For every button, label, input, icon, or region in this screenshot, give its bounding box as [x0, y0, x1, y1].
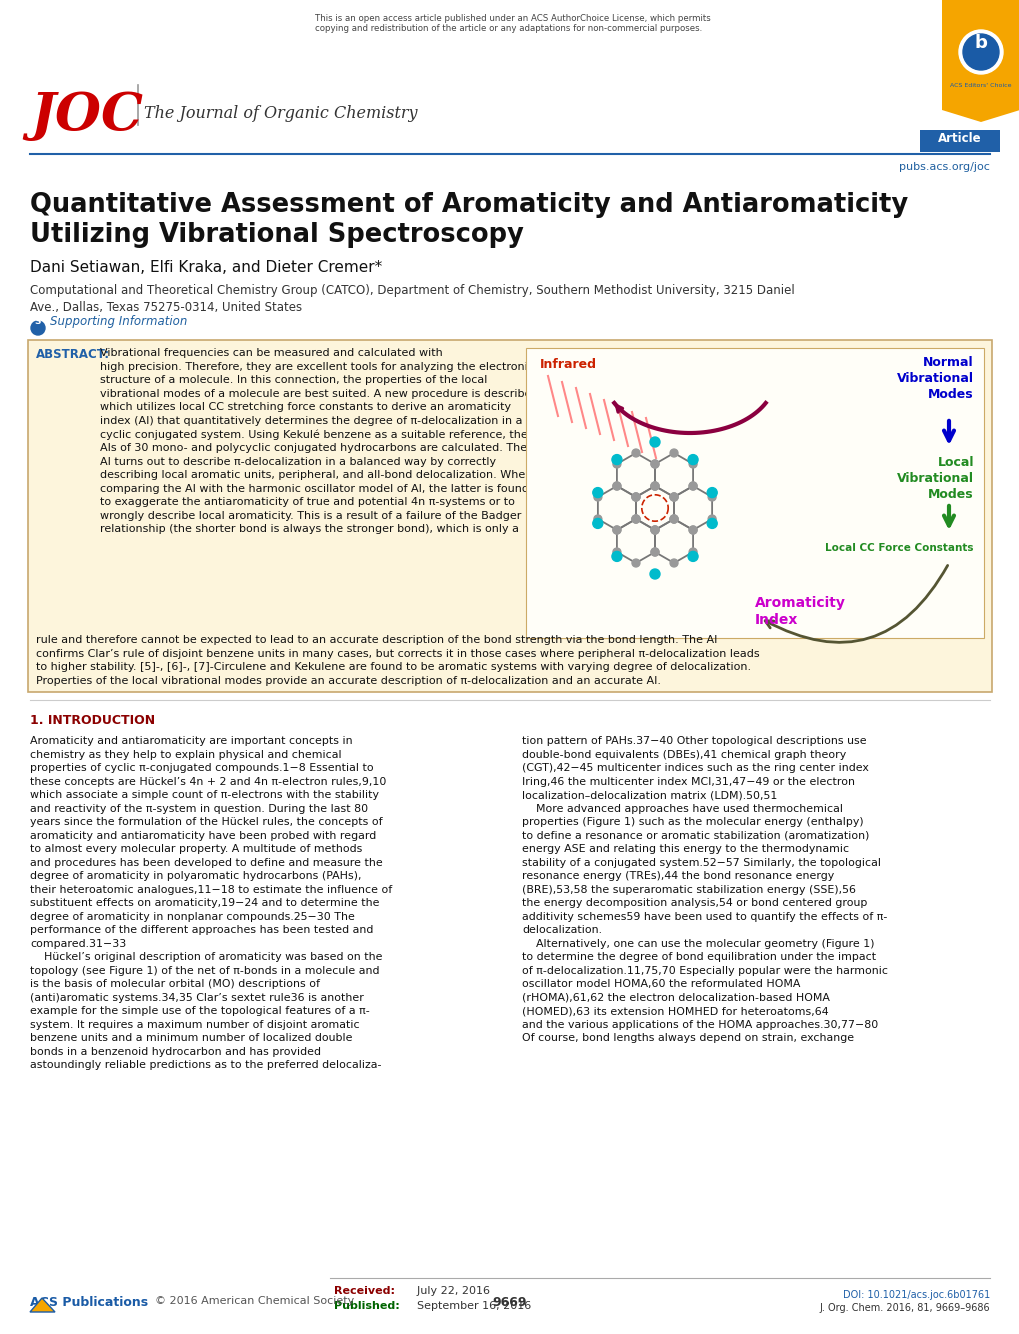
Text: Normal
Vibrational
Modes: Normal Vibrational Modes	[896, 356, 973, 402]
Circle shape	[612, 526, 621, 534]
Circle shape	[650, 548, 658, 556]
Circle shape	[689, 482, 696, 490]
Circle shape	[611, 551, 622, 562]
Text: rule and therefore cannot be expected to lead to an accurate description of the : rule and therefore cannot be expected to…	[36, 635, 759, 686]
Circle shape	[31, 321, 45, 335]
Polygon shape	[30, 1298, 55, 1313]
Circle shape	[593, 494, 601, 502]
Text: Computational and Theoretical Chemistry Group (CATCO), Department of Chemistry, : Computational and Theoretical Chemistry …	[30, 284, 794, 315]
Circle shape	[958, 29, 1002, 73]
Text: 9669: 9669	[492, 1297, 527, 1309]
Text: J. Org. Chem. 2016, 81, 9669–9686: J. Org. Chem. 2016, 81, 9669–9686	[818, 1303, 989, 1313]
Text: Infrared: Infrared	[539, 358, 596, 371]
Text: tion pattern of PAHs.37−40 Other topological descriptions use
double-bond equiva: tion pattern of PAHs.37−40 Other topolog…	[522, 736, 888, 1043]
Circle shape	[669, 559, 678, 567]
Circle shape	[669, 450, 678, 458]
Circle shape	[612, 482, 621, 490]
Circle shape	[632, 515, 639, 523]
Text: Utilizing Vibrational Spectroscopy: Utilizing Vibrational Spectroscopy	[30, 221, 523, 248]
Circle shape	[962, 33, 998, 69]
Circle shape	[612, 548, 621, 556]
Text: September 16, 2016: September 16, 2016	[410, 1301, 531, 1311]
Circle shape	[669, 515, 678, 523]
Circle shape	[689, 526, 696, 534]
Circle shape	[689, 548, 696, 556]
Text: ACS Publications: ACS Publications	[30, 1297, 148, 1309]
Circle shape	[669, 494, 678, 502]
Circle shape	[689, 460, 696, 468]
Circle shape	[649, 438, 659, 447]
Text: Quantitative Assessment of Aromaticity and Antiaromaticity: Quantitative Assessment of Aromaticity a…	[30, 192, 907, 217]
Circle shape	[632, 559, 639, 567]
Circle shape	[649, 570, 659, 579]
Circle shape	[592, 488, 602, 498]
Circle shape	[593, 515, 601, 523]
Text: The Journal of Organic Chemistry: The Journal of Organic Chemistry	[144, 105, 417, 121]
Circle shape	[650, 460, 658, 468]
Text: Local CC Force Constants: Local CC Force Constants	[824, 543, 973, 554]
Circle shape	[650, 526, 658, 534]
Text: Aromaticity and antiaromaticity are important concepts in
chemistry as they help: Aromaticity and antiaromaticity are impo…	[30, 736, 392, 1070]
Text: Received:: Received:	[333, 1286, 394, 1297]
Circle shape	[669, 494, 678, 502]
Circle shape	[669, 494, 678, 502]
Text: Article: Article	[937, 132, 981, 145]
Circle shape	[612, 526, 621, 534]
Circle shape	[611, 455, 622, 464]
Polygon shape	[942, 109, 1019, 121]
Circle shape	[650, 482, 658, 490]
Text: © 2016 American Chemical Society: © 2016 American Chemical Society	[155, 1297, 354, 1306]
FancyBboxPatch shape	[28, 340, 991, 692]
Text: DOI: 10.1021/acs.joc.6b01761: DOI: 10.1021/acs.joc.6b01761	[842, 1290, 989, 1301]
Text: b: b	[973, 33, 986, 52]
Text: Aromaticity
Index: Aromaticity Index	[754, 596, 845, 627]
Circle shape	[650, 526, 658, 534]
Text: Local
Vibrational
Modes: Local Vibrational Modes	[896, 456, 973, 502]
Text: Published:: Published:	[333, 1301, 399, 1311]
Text: This is an open access article published under an ACS AuthorChoice License, whic: This is an open access article published…	[315, 13, 710, 33]
Circle shape	[689, 482, 696, 490]
Circle shape	[688, 455, 697, 464]
FancyBboxPatch shape	[919, 129, 999, 152]
Circle shape	[632, 494, 639, 502]
Circle shape	[650, 526, 658, 534]
Text: Vibrational frequencies can be measured and calculated with
high precision. Ther: Vibrational frequencies can be measured …	[100, 348, 541, 535]
Text: S: S	[35, 317, 41, 327]
Circle shape	[632, 515, 639, 523]
Circle shape	[707, 515, 715, 523]
Text: ABSTRACT:: ABSTRACT:	[36, 348, 110, 362]
Circle shape	[632, 450, 639, 458]
Circle shape	[650, 548, 658, 556]
Text: 1. INTRODUCTION: 1. INTRODUCTION	[30, 714, 155, 727]
Circle shape	[688, 551, 697, 562]
Circle shape	[669, 515, 678, 523]
Circle shape	[706, 488, 716, 498]
Text: Supporting Information: Supporting Information	[50, 316, 187, 328]
Circle shape	[612, 482, 621, 490]
Text: pubs.acs.org/joc: pubs.acs.org/joc	[898, 161, 989, 172]
Circle shape	[669, 515, 678, 523]
Text: Dani Setiawan, Elfi Kraka, and Dieter Cremer*: Dani Setiawan, Elfi Kraka, and Dieter Cr…	[30, 260, 382, 275]
Circle shape	[592, 519, 602, 528]
Circle shape	[632, 494, 639, 502]
Circle shape	[706, 519, 716, 528]
Circle shape	[632, 494, 639, 502]
Circle shape	[632, 515, 639, 523]
Circle shape	[689, 526, 696, 534]
Circle shape	[612, 460, 621, 468]
FancyBboxPatch shape	[942, 0, 1019, 109]
FancyBboxPatch shape	[526, 348, 983, 638]
FancyArrowPatch shape	[764, 566, 947, 643]
Text: July 22, 2016: July 22, 2016	[410, 1286, 489, 1297]
Circle shape	[650, 460, 658, 468]
Circle shape	[650, 482, 658, 490]
Text: JOC: JOC	[30, 89, 143, 141]
Text: ACS Editors' Choice: ACS Editors' Choice	[950, 83, 1011, 88]
Circle shape	[650, 482, 658, 490]
Circle shape	[707, 494, 715, 502]
